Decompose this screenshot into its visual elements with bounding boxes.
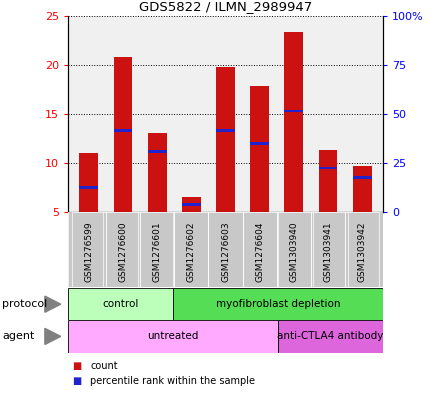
Bar [79,186,98,189]
Bar [209,212,242,287]
Polygon shape [45,329,61,344]
Text: ■: ■ [73,376,82,386]
Bar [250,142,269,145]
Text: GSM1276600: GSM1276600 [118,221,128,282]
Bar [182,197,201,212]
Bar [106,212,140,287]
Text: GSM1276599: GSM1276599 [84,221,93,282]
Bar [242,212,277,287]
Bar [319,150,337,212]
Text: control: control [103,299,139,309]
Bar [182,203,201,206]
Bar [353,166,372,212]
Bar [285,110,303,112]
Bar [311,212,345,287]
Text: count: count [90,361,118,371]
Text: GSM1303940: GSM1303940 [290,221,298,282]
Bar [345,212,379,287]
Bar [277,212,311,287]
Bar [216,67,235,212]
Bar [216,129,235,132]
Bar [79,153,98,212]
Text: untreated: untreated [147,331,199,342]
Bar [114,57,132,212]
Bar [148,150,166,153]
Text: protocol: protocol [2,299,48,309]
Text: ■: ■ [73,361,82,371]
Bar [174,212,209,287]
Bar [114,129,132,132]
Bar [285,33,303,212]
Text: GSM1303941: GSM1303941 [323,221,333,282]
Bar [353,176,372,179]
Bar [72,212,106,287]
Bar [250,86,269,212]
Bar [148,132,166,212]
Text: GSM1276602: GSM1276602 [187,221,196,282]
Bar [319,167,337,169]
Polygon shape [45,296,61,312]
Text: anti-CTLA4 antibody: anti-CTLA4 antibody [277,331,384,342]
Bar [173,288,383,320]
Text: GSM1276604: GSM1276604 [255,221,264,282]
Text: GSM1303942: GSM1303942 [358,221,367,282]
Text: percentile rank within the sample: percentile rank within the sample [90,376,255,386]
Title: GDS5822 / ILMN_2989947: GDS5822 / ILMN_2989947 [139,0,312,13]
Bar [140,212,174,287]
Text: GSM1276601: GSM1276601 [153,221,161,282]
Bar [68,288,173,320]
Bar [68,320,278,353]
Text: GSM1276603: GSM1276603 [221,221,230,282]
Bar [278,320,383,353]
Text: myofibroblast depletion: myofibroblast depletion [216,299,340,309]
Text: agent: agent [2,331,35,342]
